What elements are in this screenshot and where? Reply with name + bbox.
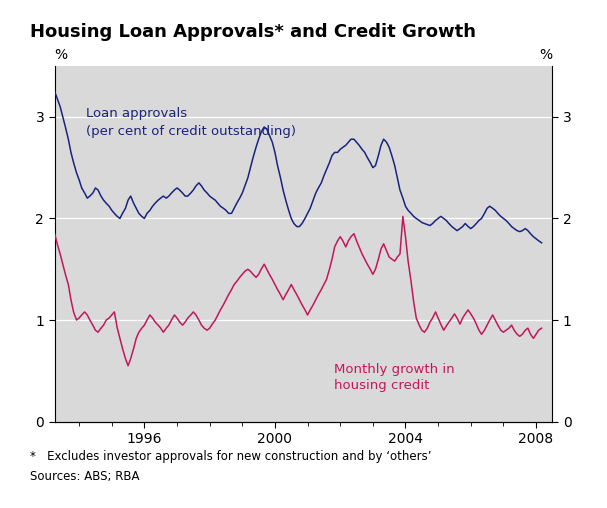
Text: %: % (539, 48, 552, 62)
Text: Loan approvals: Loan approvals (86, 107, 187, 120)
Text: housing credit: housing credit (334, 379, 429, 392)
Text: Monthly growth in: Monthly growth in (334, 363, 454, 376)
Text: %: % (55, 48, 68, 62)
Text: *   Excludes investor approvals for new construction and by ‘others’: * Excludes investor approvals for new co… (30, 450, 432, 463)
Text: Sources: ABS; RBA: Sources: ABS; RBA (30, 470, 140, 483)
Text: Housing Loan Approvals* and Credit Growth: Housing Loan Approvals* and Credit Growt… (30, 23, 476, 41)
Text: (per cent of credit outstanding): (per cent of credit outstanding) (86, 125, 296, 138)
